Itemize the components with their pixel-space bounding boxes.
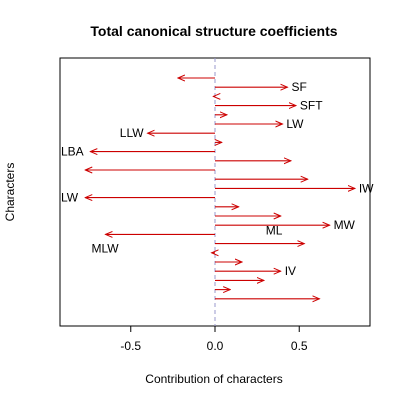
chart-title: Total canonical structure coefficients	[90, 23, 337, 39]
arrow-label: LW	[61, 191, 79, 205]
arrow-label: MW	[334, 218, 356, 232]
arrow-label: LBA	[61, 145, 84, 159]
x-tick-label: -0.5	[120, 339, 141, 353]
arrow-label: MLW	[91, 241, 119, 255]
arrow-label: LW	[286, 117, 304, 131]
x-axis-label: Contribution of characters	[145, 372, 282, 386]
arrow-label: IW	[359, 181, 374, 195]
arrow-label: ML	[266, 224, 283, 238]
x-tick-label: 0.0	[207, 339, 224, 353]
arrow-label: IV	[285, 264, 296, 278]
arrow-label: SFT	[300, 99, 323, 113]
arrow-label: LLW	[120, 126, 144, 140]
x-tick-label: 0.5	[291, 339, 308, 353]
y-axis-label: Characters	[3, 163, 17, 222]
arrow-label: SF	[291, 80, 306, 94]
